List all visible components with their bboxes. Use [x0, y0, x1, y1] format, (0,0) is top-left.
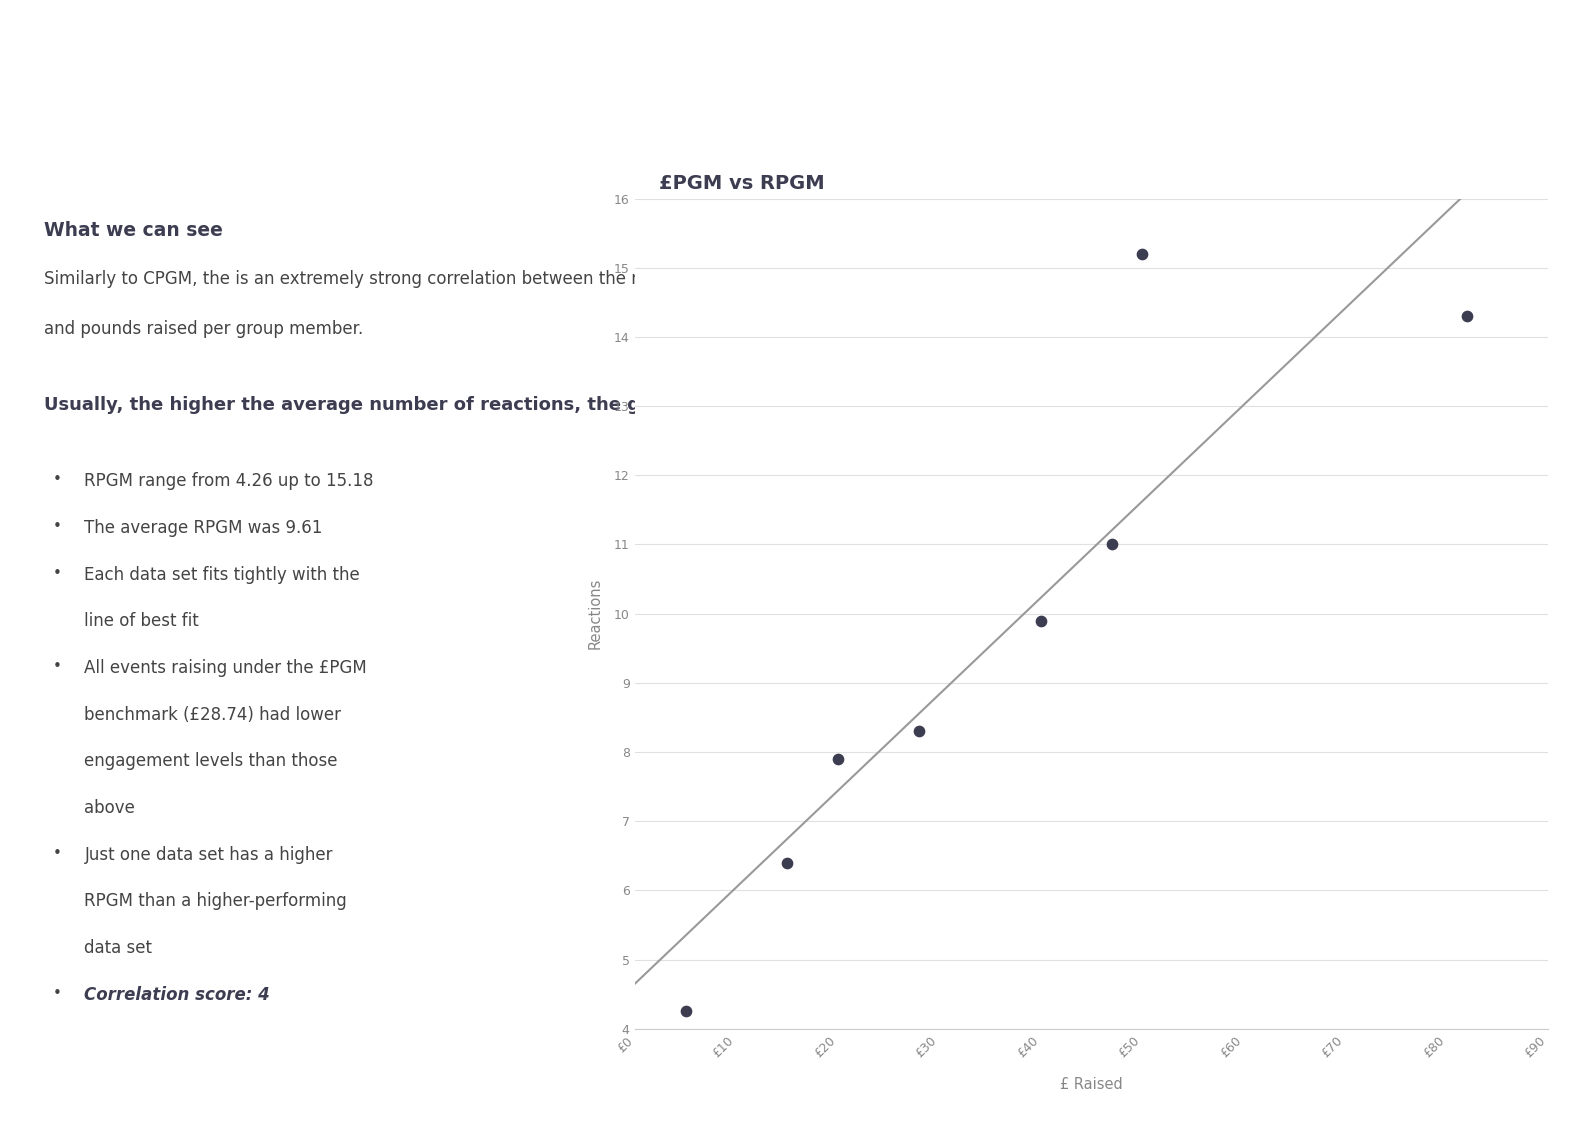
Text: RPGM than a higher-performing: RPGM than a higher-performing — [84, 892, 348, 910]
Text: •: • — [52, 659, 62, 675]
Text: •: • — [52, 473, 62, 487]
Text: data set: data set — [84, 940, 152, 958]
Point — [673, 1002, 699, 1020]
Point — [1455, 307, 1480, 325]
Text: and pounds raised per group member.: and pounds raised per group member. — [44, 319, 364, 337]
Text: All events raising under the £PGM: All events raising under the £PGM — [84, 659, 367, 677]
Point — [826, 750, 851, 768]
Text: benchmark (£28.74) had lower: benchmark (£28.74) had lower — [84, 706, 341, 724]
Text: The average RPGM was 9.61: The average RPGM was 9.61 — [84, 519, 322, 537]
Point — [1099, 536, 1124, 554]
Text: •: • — [52, 986, 62, 1001]
Point — [1029, 611, 1054, 629]
Text: Just one data set has a higher: Just one data set has a higher — [84, 846, 333, 864]
Text: Similarly to CPGM, the is an extremely strong correlation between the number of : Similarly to CPGM, the is an extremely s… — [44, 271, 961, 289]
Text: •: • — [52, 565, 62, 581]
Point — [775, 854, 800, 872]
Text: Usually, the higher the average number of reactions, the greater the average £PG: Usually, the higher the average number o… — [44, 396, 904, 414]
Text: above: above — [84, 799, 135, 817]
Text: line of best fit: line of best fit — [84, 613, 198, 631]
Point — [1129, 245, 1154, 263]
Text: •: • — [52, 846, 62, 861]
X-axis label: £ Raised: £ Raised — [1061, 1077, 1123, 1092]
Text: 9: 9 — [1524, 1087, 1544, 1114]
Point — [907, 722, 932, 740]
Text: Reactions per group member  (RPGM): Reactions per group member (RPGM) — [44, 46, 1054, 91]
Text: Each data set fits tightly with the: Each data set fits tightly with the — [84, 565, 360, 583]
Text: £PGM vs RPGM: £PGM vs RPGM — [659, 174, 824, 193]
Text: •: • — [52, 519, 62, 534]
Text: What we can see: What we can see — [44, 221, 224, 240]
Y-axis label: Reactions: Reactions — [588, 578, 603, 650]
Text: RPGM range from 4.26 up to 15.18: RPGM range from 4.26 up to 15.18 — [84, 473, 375, 491]
Text: Correlation score: 4: Correlation score: 4 — [84, 986, 270, 1004]
Text: engagement levels than those: engagement levels than those — [84, 752, 338, 770]
